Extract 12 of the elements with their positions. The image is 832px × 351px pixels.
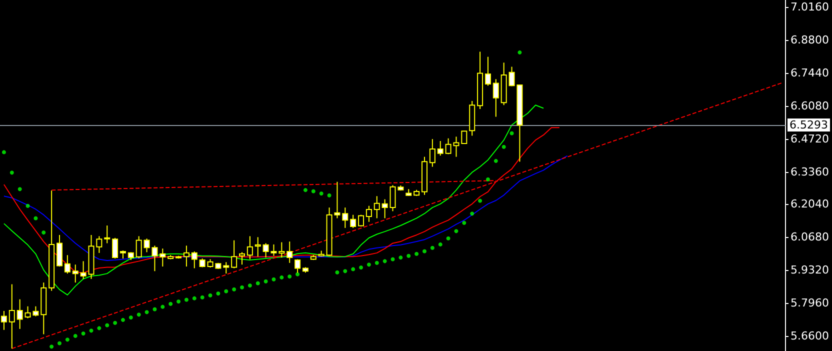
- y-tick-label: 6.3360: [790, 166, 830, 179]
- y-tick-label: 6.4720: [790, 132, 830, 146]
- y-tick-label: 6.7440: [790, 66, 830, 80]
- y-tick-label: 6.0680: [790, 230, 830, 244]
- y-tick-label: 6.2040: [790, 198, 830, 211]
- ref-line-label: 6.5293: [790, 118, 828, 132]
- y-tick-label: 5.7960: [790, 296, 830, 310]
- y-tick-label: 6.8800: [790, 34, 830, 47]
- y-tick-label: 7.0160: [790, 0, 830, 14]
- y-tick-label: 5.6600: [790, 330, 830, 343]
- y-tick-label: 6.6080: [790, 100, 830, 113]
- y-tick-label: 5.9320: [790, 264, 830, 277]
